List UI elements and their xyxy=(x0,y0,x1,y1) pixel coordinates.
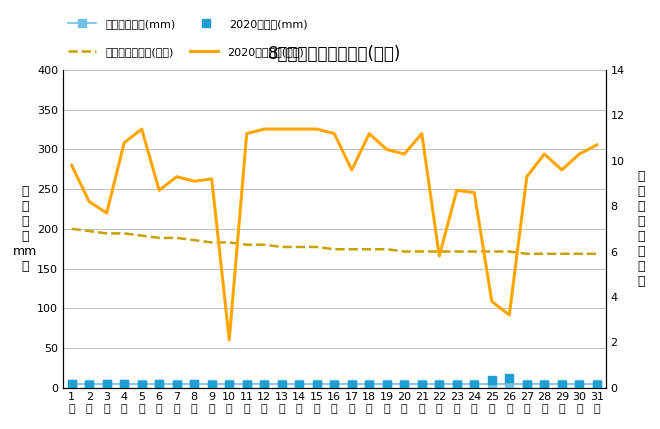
Y-axis label: 日
照
時
間
（
時
間
）: 日 照 時 間 （ 時 間 ） xyxy=(638,170,645,288)
Y-axis label: 降
水
量
（
mm
）: 降 水 量 （ mm ） xyxy=(13,185,37,273)
Title: 8月降水量・日照時間(日別): 8月降水量・日照時間(日別) xyxy=(267,45,401,63)
Legend: 日照時間平年値(時間), 2020日照時間(時間): 日照時間平年値(時間), 2020日照時間(時間) xyxy=(69,47,304,57)
